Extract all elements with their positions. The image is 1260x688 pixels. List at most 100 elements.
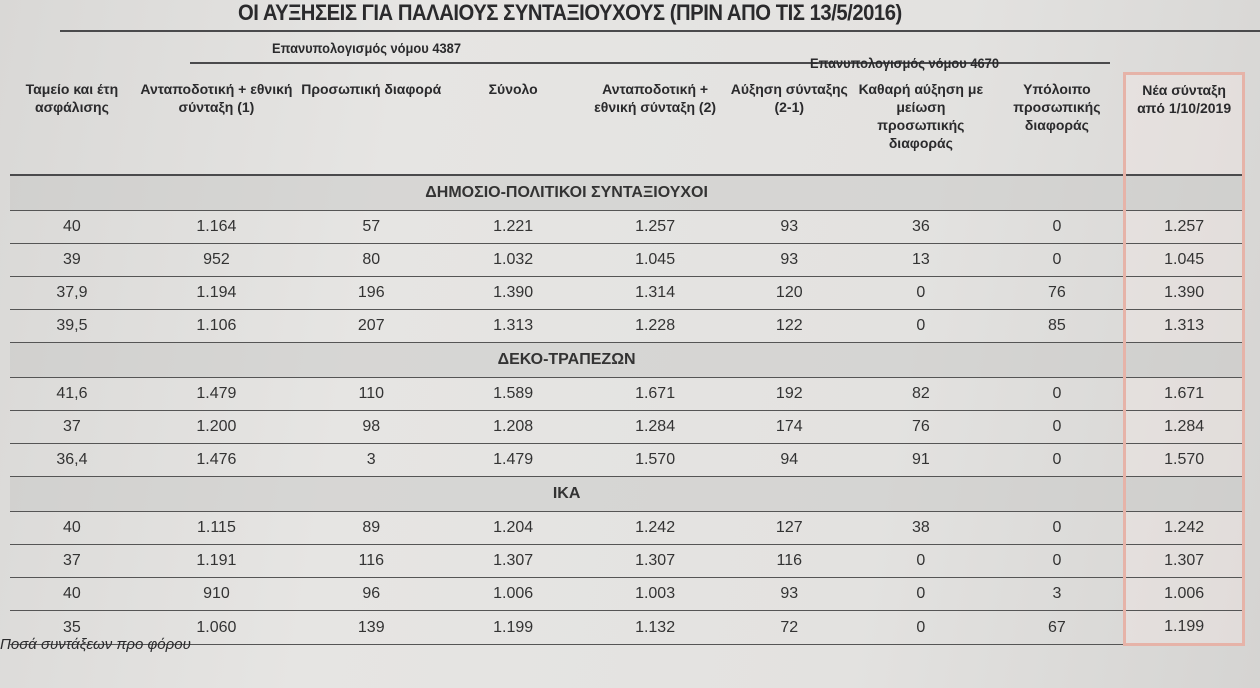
table-cell: 1.307 xyxy=(443,544,583,578)
table-cell: 96 xyxy=(299,577,444,611)
table-cell: 1.479 xyxy=(443,443,583,477)
table-cell: 0 xyxy=(851,309,991,343)
section-title: ΔΗΜΟΣΙΟ-ΠΟΛΙΤΙΚΟΙ ΣΥΝΤΑΞΙΟΥΧΟΙ xyxy=(10,175,1125,211)
group-header-4670: Επανυπολογισμός νόμου 4670 xyxy=(810,55,1000,71)
table-cell: 1.671 xyxy=(1123,377,1245,411)
table-cell: 82 xyxy=(851,377,991,411)
group-rule xyxy=(190,62,1110,64)
table-row: 35 1.060 139 1.199 1.132 72 0 67 1.199 xyxy=(10,610,1245,646)
table-cell: 40 xyxy=(10,210,134,244)
table-cell: 98 xyxy=(299,410,444,444)
table-cell: 116 xyxy=(299,544,444,578)
table-cell: 1.476 xyxy=(133,443,299,477)
table-row: 37 1.191 116 1.307 1.307 116 0 0 1.307 xyxy=(10,544,1245,578)
footnote: Ποσά συντάξεων προ φόρου xyxy=(0,636,191,653)
table-cell: 139 xyxy=(299,610,444,645)
table-cell: 110 xyxy=(299,377,444,411)
column-header: Υπόλοιπο προσωπικής διαφοράς xyxy=(990,73,1125,176)
table-cell: 39,5 xyxy=(10,309,134,343)
table-row: 37,9 1.194 196 1.390 1.314 120 0 76 1.390 xyxy=(10,276,1245,310)
table-cell: 174 xyxy=(727,410,852,444)
table-cell: 35 xyxy=(10,610,134,645)
table-cell: 1.106 xyxy=(133,309,299,343)
table-cell: 196 xyxy=(299,276,444,310)
table-cell: 1.199 xyxy=(443,610,583,645)
table-cell: 116 xyxy=(727,544,852,578)
table-cell: 1.314 xyxy=(582,276,728,310)
table-cell: 1.390 xyxy=(443,276,583,310)
table-cell: 0 xyxy=(990,443,1125,477)
table-cell: 1.671 xyxy=(582,377,728,411)
table-cell: 1.257 xyxy=(1123,210,1245,244)
table-cell: 1.479 xyxy=(133,377,299,411)
table-cell: 910 xyxy=(133,577,299,611)
table-cell: 76 xyxy=(851,410,991,444)
table-cell: 0 xyxy=(990,210,1125,244)
table-cell: 94 xyxy=(727,443,852,477)
table-cell: 1.284 xyxy=(582,410,728,444)
column-header: Προσωπική διαφορά xyxy=(299,73,444,176)
section-row: ΙΚΑ xyxy=(10,476,1245,512)
table-cell: 952 xyxy=(133,243,299,277)
column-header: Ανταποδοτική + εθνική σύνταξη (1) xyxy=(133,73,299,176)
table-cell: 80 xyxy=(299,243,444,277)
table-cell: 1.204 xyxy=(443,511,583,545)
table-row: 41,6 1.479 110 1.589 1.671 192 82 0 1.671 xyxy=(10,377,1245,411)
table-cell: 1.570 xyxy=(1123,443,1245,477)
table-cell: 1.284 xyxy=(1123,410,1245,444)
table-cell: 40 xyxy=(10,511,134,545)
table-cell: 1.060 xyxy=(133,610,299,645)
header-row: Ταμείο και έτη ασφάλισης Ανταποδοτική + ε… xyxy=(10,72,1245,176)
table-cell: 1.313 xyxy=(1123,309,1245,343)
table-cell: 1.164 xyxy=(133,210,299,244)
table-cell: 1.313 xyxy=(443,309,583,343)
table-cell: 1.257 xyxy=(582,210,728,244)
pension-table: Ταμείο και έτη ασφάλισης Ανταποδοτική + ε… xyxy=(10,72,1245,646)
table-cell: 1.570 xyxy=(582,443,728,477)
table-cell: 93 xyxy=(727,210,852,244)
table-cell: 40 xyxy=(10,577,134,611)
group-header-4387: Επανυπολογισμός νόμου 4387 xyxy=(272,40,462,56)
table-cell: 1.115 xyxy=(133,511,299,545)
table-cell: 0 xyxy=(990,377,1125,411)
section-blank-cell xyxy=(1123,175,1245,211)
table-cell: 37 xyxy=(10,410,134,444)
column-header: Ανταποδοτική + εθνική σύνταξη (2) xyxy=(582,73,728,176)
table-cell: 36,4 xyxy=(10,443,134,477)
column-header: Αύξηση σύνταξης (2-1) xyxy=(727,73,852,176)
table-cell: 3 xyxy=(990,577,1125,611)
table-row: 39 952 80 1.032 1.045 93 13 0 1.045 xyxy=(10,243,1245,277)
table-cell: 39 xyxy=(10,243,134,277)
table-cell: 37,9 xyxy=(10,276,134,310)
table-cell: 36 xyxy=(851,210,991,244)
table-row: 39,5 1.106 207 1.313 1.228 122 0 85 1.313 xyxy=(10,309,1245,343)
column-header: Καθαρή αύξηση με μείωση προσωπικής διαφο… xyxy=(851,73,991,176)
table-cell: 0 xyxy=(990,544,1125,578)
table-cell: 91 xyxy=(851,443,991,477)
table-cell: 0 xyxy=(990,243,1125,277)
table-cell: 0 xyxy=(851,276,991,310)
table-cell: 1.589 xyxy=(443,377,583,411)
table-cell: 41,6 xyxy=(10,377,134,411)
table-cell: 93 xyxy=(727,243,852,277)
column-header: Ταμείο και έτη ασφάλισης xyxy=(10,73,134,176)
table-cell: 0 xyxy=(990,410,1125,444)
table-cell: 1.199 xyxy=(1123,610,1245,646)
table-cell: 1.006 xyxy=(443,577,583,611)
table-cell: 1.307 xyxy=(1123,544,1245,578)
section-row: ΔΕΚΟ-ΤΡΑΠΕΖΩΝ xyxy=(10,342,1245,378)
section-row: ΔΗΜΟΣΙΟ-ΠΟΛΙΤΙΚΟΙ ΣΥΝΤΑΞΙΟΥΧΟΙ xyxy=(10,175,1245,211)
table-cell: 1.228 xyxy=(582,309,728,343)
table-cell: 93 xyxy=(727,577,852,611)
table-cell: 1.194 xyxy=(133,276,299,310)
table-row: 36,4 1.476 3 1.479 1.570 94 91 0 1.570 xyxy=(10,443,1245,477)
table-cell: 76 xyxy=(990,276,1125,310)
table-cell: 122 xyxy=(727,309,852,343)
table-cell: 1.045 xyxy=(582,243,728,277)
table-cell: 1.307 xyxy=(582,544,728,578)
table-cell: 1.208 xyxy=(443,410,583,444)
table-row: 40 1.164 57 1.221 1.257 93 36 0 1.257 xyxy=(10,210,1245,244)
table-cell: 72 xyxy=(727,610,852,645)
table-cell: 1.221 xyxy=(443,210,583,244)
table-cell: 89 xyxy=(299,511,444,545)
